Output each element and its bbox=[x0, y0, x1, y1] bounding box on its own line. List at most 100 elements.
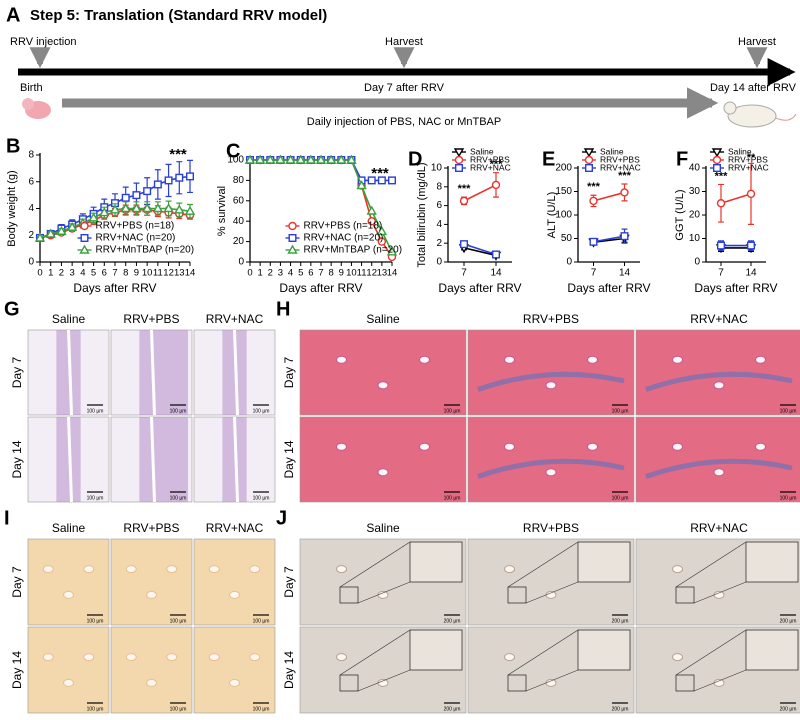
scale-bar-label: 100 µm bbox=[253, 618, 270, 624]
vessel bbox=[672, 565, 683, 574]
y-tick-label: 40 bbox=[689, 163, 701, 174]
fibrosis bbox=[645, 371, 793, 392]
vessel bbox=[504, 565, 515, 574]
y-tick-label: 2 bbox=[28, 230, 34, 241]
x-tick-label: 8 bbox=[123, 268, 128, 279]
marker bbox=[152, 203, 164, 213]
y-tick-label: 8 bbox=[436, 181, 442, 192]
inset bbox=[409, 629, 463, 671]
x-tick-label: 11 bbox=[153, 268, 163, 279]
event-label: RRV injection bbox=[10, 36, 76, 48]
marker bbox=[377, 237, 387, 246]
series-line bbox=[463, 184, 497, 202]
vessel bbox=[377, 468, 389, 477]
marker bbox=[386, 246, 398, 256]
x-tick-label: 12 bbox=[163, 268, 174, 279]
x-axis-label: Days after RRV bbox=[73, 281, 156, 295]
vessel bbox=[83, 653, 95, 662]
x-tick-label: 0 bbox=[247, 268, 252, 279]
marker bbox=[305, 154, 317, 164]
marker bbox=[185, 172, 194, 181]
x-tick-label: 7 bbox=[591, 268, 597, 279]
inset-source bbox=[339, 674, 359, 692]
vessel bbox=[755, 355, 766, 364]
column-header: Saline bbox=[52, 312, 86, 326]
significance: *** bbox=[371, 165, 389, 182]
column-header: RRV+PBS bbox=[123, 521, 179, 535]
legend-marker bbox=[79, 244, 90, 254]
scale-bar-label: 100 µm bbox=[87, 495, 104, 501]
legend-marker bbox=[454, 155, 464, 165]
vessel bbox=[672, 355, 683, 364]
inset-lines bbox=[675, 541, 747, 604]
marker bbox=[325, 154, 337, 164]
marker bbox=[275, 154, 286, 164]
x-tick-label: 8 bbox=[328, 268, 333, 279]
vessel bbox=[713, 381, 725, 390]
marker bbox=[746, 189, 756, 199]
legend-marker bbox=[711, 148, 723, 158]
marker bbox=[377, 176, 386, 185]
marker bbox=[589, 237, 598, 246]
scale-bar-label: 100 µm bbox=[170, 408, 187, 414]
legend-marker bbox=[584, 155, 594, 165]
vessel bbox=[419, 442, 430, 451]
panel-label: D bbox=[408, 148, 422, 170]
inset bbox=[577, 629, 631, 671]
panel-label: C bbox=[226, 140, 240, 162]
panel-a: A Step 5: Translation (Standard RRV mode… bbox=[6, 4, 797, 128]
duct bbox=[150, 329, 156, 416]
scale-bar-label: 200 µm bbox=[780, 706, 797, 712]
panel-label: G bbox=[4, 298, 20, 320]
inset-source bbox=[507, 674, 527, 692]
legend-marker bbox=[585, 163, 594, 172]
vessel bbox=[545, 468, 557, 477]
marker bbox=[143, 187, 152, 196]
vessel bbox=[249, 653, 261, 662]
micrograph bbox=[110, 538, 193, 626]
scale-bar-label: 100 µm bbox=[444, 408, 461, 414]
vessel bbox=[713, 468, 725, 477]
inset bbox=[745, 629, 799, 671]
legend-label: RRV+MnTBAP (n=20) bbox=[304, 245, 403, 256]
y-axis-label: % survival bbox=[216, 186, 228, 236]
scale-bar-label: 100 µm bbox=[87, 408, 104, 414]
marker bbox=[265, 154, 276, 164]
y-axis-label: ALT (U/L) bbox=[546, 192, 558, 239]
column-header: RRV+NAC bbox=[206, 312, 264, 326]
inset-source bbox=[339, 586, 359, 604]
panel-label: I bbox=[4, 507, 10, 529]
x-tick-label: 9 bbox=[339, 268, 344, 279]
marker bbox=[589, 196, 598, 206]
y-tick-label: 10 bbox=[431, 163, 443, 174]
x-tick-label: 1 bbox=[257, 268, 262, 279]
scale-bar-label: 200 µm bbox=[444, 706, 461, 712]
x-tick-label: 2 bbox=[59, 268, 64, 279]
scale-bar-label: 100 µm bbox=[780, 495, 797, 501]
duct bbox=[67, 329, 73, 416]
marker bbox=[45, 228, 56, 238]
vessel bbox=[545, 678, 557, 687]
inset bbox=[409, 541, 463, 583]
marker bbox=[367, 176, 376, 185]
marker bbox=[295, 154, 306, 164]
marker bbox=[285, 154, 296, 164]
vessel bbox=[672, 442, 683, 451]
x-tick-label: 0 bbox=[37, 268, 42, 279]
series-line bbox=[463, 243, 497, 256]
scale-bar-label: 200 µm bbox=[612, 618, 629, 624]
legend-marker bbox=[453, 148, 465, 158]
significance: *** bbox=[587, 181, 601, 193]
scale-bar-label: 100 µm bbox=[87, 618, 104, 624]
micrograph bbox=[299, 329, 467, 416]
panel-label: F bbox=[676, 148, 688, 170]
x-tick-label: 7 bbox=[718, 268, 724, 279]
x-tick-label: 4 bbox=[288, 268, 293, 279]
vessel bbox=[336, 442, 347, 451]
marker bbox=[366, 205, 377, 215]
x-axis-label: Days after RRV bbox=[567, 281, 650, 295]
marker bbox=[376, 225, 388, 236]
x-tick-label: 14 bbox=[185, 268, 196, 279]
row-label: Day 7 bbox=[10, 566, 24, 598]
marker bbox=[163, 203, 174, 213]
